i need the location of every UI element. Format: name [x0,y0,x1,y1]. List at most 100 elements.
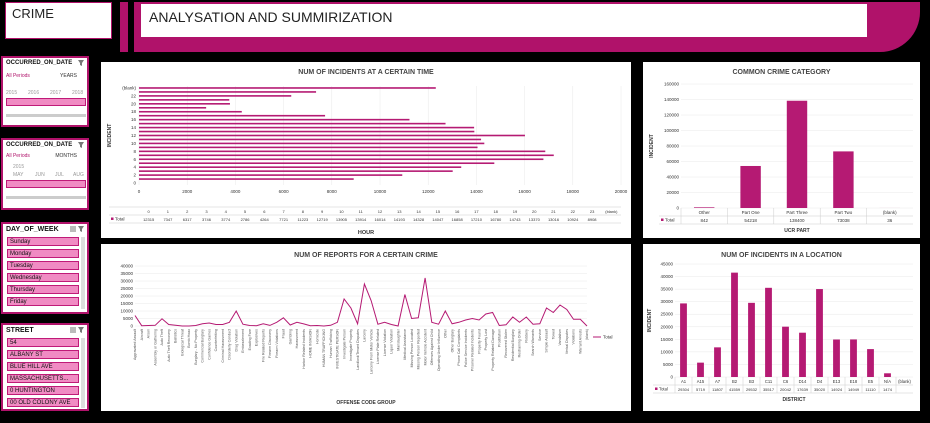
bar [867,349,874,377]
x-tick-label: Auto Theft Recovery [167,329,171,362]
x-tick-label: Property Related Damage [491,329,495,371]
x-tick-label: Service [538,329,542,341]
slicer-month-scrollbar[interactable] [6,196,86,199]
slicer-year-tick: 2015 [6,90,18,96]
slicer-year[interactable]: OCCURRED_ON_DATE All Periods YEARS 2015 … [1,56,89,127]
table-header: 9 [321,209,324,214]
x-tick-label: 14000 [470,189,483,194]
x-tick-label: Firearm Violations [275,329,279,358]
clear-filter-icon[interactable] [78,142,84,148]
x-tick-label: License Violation [383,329,387,356]
x-tick-label: 20000 [615,189,628,194]
x-tick-label: Investigate Property [349,329,353,361]
clear-filter-icon[interactable] [78,60,84,66]
slicer-day-item[interactable]: Monday [7,249,79,258]
chart-title: COMMON CRIME CATEGORY [733,69,831,76]
x-tick-label: Auto Theft [160,329,164,346]
table-value: 14193 [394,217,406,222]
bar [139,95,292,97]
slicer-month-level[interactable]: MONTHS [55,153,77,159]
slicer-month-tick: JUL [55,172,64,178]
slicer-day-item[interactable]: Wednesday [7,273,79,282]
bar [765,287,772,377]
table-header: 5 [244,209,247,214]
x-tick-label: Offenses Against Child [430,329,434,365]
slicer-street-item[interactable]: BLUE HILL AVE [7,362,79,371]
bar [139,122,446,125]
table-header: A7 [715,379,721,384]
table-header: 12 [378,209,383,214]
x-tick-label: Prostitution [497,329,501,347]
x-tick-label: Prisoner Related Incidents [471,329,475,371]
slicer-street-item[interactable]: MASSACHUSETTS... [7,374,79,383]
slicer-year-timeline[interactable] [6,98,86,106]
x-tick-label: Search Warrants [531,329,535,356]
bar [139,106,207,109]
x-tick-label: Missing Person Reported [417,329,421,369]
table-value: 16014 [374,217,386,222]
x-tick-label: Phone Call Complaints [457,329,461,366]
table-header: 11 [359,209,364,214]
slicer-street-item[interactable]: 0 HUNTINGTON [7,386,79,395]
x-tick-label: Criminal Harassment [221,329,225,363]
slicer-street-item[interactable]: ALBANY ST [7,350,79,359]
y-tick-label: 15000 [660,337,673,342]
table-value: 54218 [744,218,757,223]
x-tick-label: Homicide [315,329,319,344]
clear-filter-icon[interactable] [78,226,84,232]
multi-select-icon[interactable] [70,327,76,333]
x-tick-label: Liquor Violation [390,329,394,354]
slicer-street-item[interactable]: 54 [7,338,79,347]
slicer-year-level[interactable]: YEARS [60,73,77,79]
multi-select-icon[interactable] [70,226,76,232]
x-tick-label: Verbal Disputes [565,329,569,354]
bar [139,154,554,157]
chart-title: NUM OF INCIDENTS AT A CERTAIN TIME [298,69,434,76]
table-header: 17 [474,209,479,214]
slicer-day-of-week[interactable]: DAY_OF_WEEK Sunday Monday Tuesday Wednes… [1,222,89,314]
y-tick-label: 15000 [120,301,133,306]
y-tick-label: 20000 [666,190,679,195]
table-value: 11223 [297,217,309,222]
x-tick-label: 2000 [182,189,193,194]
slicer-street-scrollbar[interactable] [81,338,85,408]
panel-ucr: COMMON CRIME CATEGORY 0 20000 40000 60000 800… [643,62,920,238]
x-axis-label: OFFENSE CODE GROUP [336,400,396,406]
slicer-year-scrollbar[interactable] [6,114,86,117]
slicer-month-timeline[interactable] [6,180,86,188]
slicer-street[interactable]: STREET 54 ALBANY ST BLUE HILL AVE MASSAC… [1,323,89,411]
bar [697,362,704,377]
y-tick-label: 4 [133,165,136,170]
table-header: 19 [513,209,518,214]
clear-filter-icon[interactable] [78,327,84,333]
x-tick-label: Simple Assault [545,329,549,353]
table-value: 17639 [797,387,809,392]
slicer-day-item[interactable]: Thursday [7,285,79,294]
bar [139,162,495,165]
chart-title: NUM OF REPORTS FOR A CERTAIN CRIME [294,252,438,259]
slicer-year-tick: 2018 [72,90,84,96]
bar [680,303,687,377]
y-axis-label: INCIDENT [647,309,653,333]
table-value: 29304 [678,387,690,392]
slicer-day-item[interactable]: Sunday [7,237,79,246]
x-tick-label: Evading Fare [248,329,252,350]
slicer-month[interactable]: OCCURRED_ON_DATE All Periods MONTHS 2015… [1,138,89,210]
table-header: B3 [749,379,755,384]
table-value: 14328 [413,217,425,222]
slicer-day-item[interactable]: Tuesday [7,261,79,270]
panel-district: NUM OF INCIDENTS IN A LOCATION 0 5000 10000… [643,244,920,411]
x-tick-label: Manslaughter [396,328,400,351]
slicer-street-item[interactable]: 00 OLD COLONY AVE [7,398,79,407]
slicer-day-item[interactable]: Friday [7,297,79,306]
x-tick-label: Towed [551,329,555,339]
slicer-day-scrollbar[interactable] [81,237,85,309]
slicer-year-periods: All Periods [6,73,30,79]
y-tick-label: 2 [133,173,136,178]
table-header: 10 [339,209,344,214]
bar [139,134,525,137]
y-tick-label: 25000 [120,286,133,291]
x-axis-label: DISTRICT [782,397,805,403]
table-value: 12315 [143,217,155,222]
slicer-year-tick: 2016 [28,90,40,96]
